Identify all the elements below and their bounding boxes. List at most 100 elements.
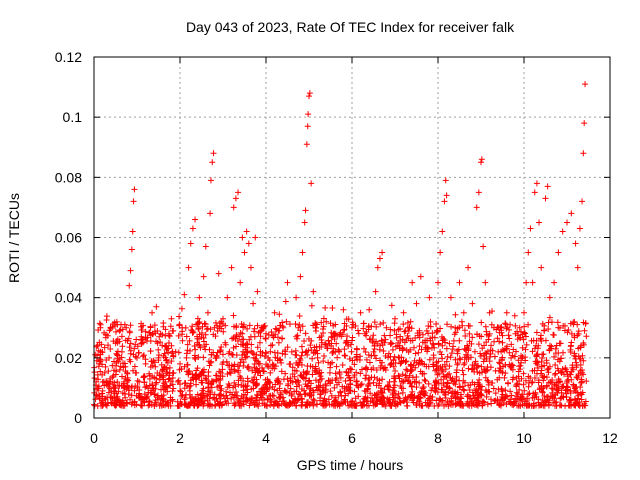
texture-marker xyxy=(91,402,98,409)
texture-marker xyxy=(231,368,238,375)
texture-marker xyxy=(525,373,532,380)
texture-marker xyxy=(178,393,185,400)
texture-marker xyxy=(568,402,575,409)
texture-marker xyxy=(562,387,569,394)
data-point xyxy=(181,291,188,298)
texture-marker xyxy=(488,321,495,328)
data-point xyxy=(127,267,134,274)
texture-marker xyxy=(434,389,441,396)
texture-marker xyxy=(502,370,509,377)
data-point xyxy=(196,294,203,301)
texture-marker xyxy=(502,362,509,369)
texture-marker xyxy=(179,337,186,344)
texture-marker xyxy=(101,329,108,336)
texture-marker xyxy=(469,361,476,368)
texture-marker xyxy=(294,397,301,404)
texture-marker xyxy=(95,347,102,354)
texture-marker xyxy=(358,366,365,373)
data-point xyxy=(159,366,166,373)
texture-marker xyxy=(285,381,292,388)
texture-marker xyxy=(111,319,118,326)
texture-marker xyxy=(396,375,403,382)
texture-marker xyxy=(317,391,324,398)
data-point xyxy=(525,249,532,256)
data-point xyxy=(376,255,383,262)
texture-marker xyxy=(380,319,387,326)
texture-marker xyxy=(258,394,265,401)
texture-marker xyxy=(533,329,540,336)
data-point xyxy=(222,339,229,346)
texture-marker xyxy=(233,343,240,350)
data-point xyxy=(374,264,381,271)
texture-marker xyxy=(267,348,274,355)
texture-marker xyxy=(205,380,212,387)
texture-marker xyxy=(242,391,249,398)
texture-marker xyxy=(192,397,199,404)
texture-marker xyxy=(176,313,183,320)
data-point xyxy=(213,354,220,361)
texture-marker xyxy=(150,357,157,364)
data-point xyxy=(546,294,553,301)
texture-marker xyxy=(417,391,424,398)
texture-marker xyxy=(179,391,186,398)
texture-marker xyxy=(271,349,278,356)
data-point xyxy=(271,309,278,316)
texture-marker xyxy=(189,374,196,381)
texture-marker xyxy=(444,379,451,386)
texture-marker xyxy=(294,377,301,384)
texture-marker xyxy=(561,371,568,378)
data-point xyxy=(392,315,398,322)
texture-marker xyxy=(528,337,535,344)
data-point xyxy=(247,264,254,271)
texture-marker xyxy=(274,357,281,364)
texture-marker xyxy=(461,327,468,334)
texture-marker xyxy=(466,402,473,409)
texture-marker xyxy=(99,390,106,397)
texture-marker xyxy=(345,390,352,397)
texture-marker xyxy=(118,354,125,361)
texture-marker xyxy=(142,334,149,341)
data-point xyxy=(189,225,196,232)
texture-marker xyxy=(102,401,109,408)
texture-marker xyxy=(232,401,239,408)
texture-marker xyxy=(406,380,413,387)
texture-marker xyxy=(572,396,579,403)
texture-marker xyxy=(448,401,455,408)
texture-marker xyxy=(218,318,225,325)
texture-marker xyxy=(537,332,544,339)
texture-marker xyxy=(107,399,114,406)
texture-marker xyxy=(426,356,433,363)
data-point xyxy=(170,369,177,376)
data-point xyxy=(207,177,214,184)
texture-marker xyxy=(341,352,348,359)
texture-marker xyxy=(262,376,269,383)
texture-marker xyxy=(499,391,506,398)
data-point xyxy=(581,120,588,127)
texture-marker xyxy=(508,392,515,399)
texture-marker xyxy=(266,379,273,386)
texture-marker xyxy=(233,323,240,330)
texture-marker xyxy=(261,402,268,409)
texture-marker xyxy=(320,401,327,408)
texture-marker xyxy=(569,364,576,371)
y-tick-label: 0.12 xyxy=(55,49,82,65)
texture-marker xyxy=(365,352,372,359)
texture-marker xyxy=(419,370,426,377)
texture-marker xyxy=(95,383,102,390)
texture-marker xyxy=(154,369,161,376)
texture-marker xyxy=(322,341,329,348)
texture-marker xyxy=(134,343,141,350)
texture-marker xyxy=(395,326,402,333)
texture-marker xyxy=(296,321,303,328)
texture-marker xyxy=(242,382,249,389)
texture-marker xyxy=(219,373,226,380)
texture-marker xyxy=(349,357,356,364)
data-point xyxy=(114,339,121,346)
data-point xyxy=(97,324,104,331)
texture-marker xyxy=(465,382,472,389)
texture-marker xyxy=(109,362,116,369)
x-tick-label: 6 xyxy=(348,430,356,446)
data-point xyxy=(177,360,183,367)
texture-marker xyxy=(341,396,348,403)
texture-marker xyxy=(208,351,215,358)
